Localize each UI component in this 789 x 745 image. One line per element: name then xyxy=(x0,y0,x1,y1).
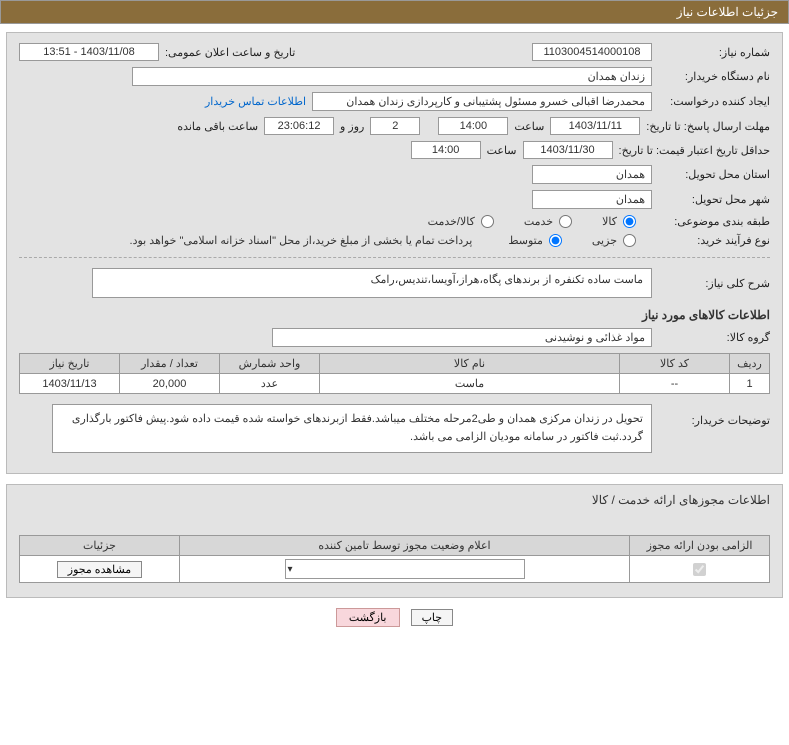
proc-partial-radio[interactable] xyxy=(623,234,636,247)
validity-time: 14:00 xyxy=(411,141,481,159)
cat-service-radio[interactable] xyxy=(559,215,572,228)
province-label: استان محل تحویل: xyxy=(652,168,770,181)
time-label-2: ساعت xyxy=(481,144,523,157)
separator-1 xyxy=(19,257,770,258)
view-permit-button[interactable]: مشاهده مجوز xyxy=(57,561,142,578)
deadline-label: مهلت ارسال پاسخ: تا تاریخ: xyxy=(640,120,770,133)
cat-both-radio[interactable] xyxy=(481,215,494,228)
announce-label: تاریخ و ساعت اعلان عمومی: xyxy=(159,46,301,59)
th-row: ردیف xyxy=(730,354,770,374)
buyer-notes-value: تحویل در زندان مرکزی همدان و طی2مرحله مخ… xyxy=(52,404,652,453)
td-code: -- xyxy=(620,374,730,394)
goods-section-title: اطلاعات کالاهای مورد نیاز xyxy=(19,308,770,322)
remain-word: ساعت باقی مانده xyxy=(171,120,264,133)
announce-value: 1403/11/08 - 13:51 xyxy=(19,43,159,61)
city-value: همدان xyxy=(532,190,652,209)
td-date: 1403/11/13 xyxy=(20,374,120,394)
need-desc-label: شرح کلی نیاز: xyxy=(652,277,770,290)
countdown: 23:06:12 xyxy=(264,117,334,135)
auth-status-select[interactable]: ▾ xyxy=(285,559,525,579)
print-button[interactable]: چاپ xyxy=(411,609,454,626)
proc-medium-radio[interactable] xyxy=(549,234,562,247)
auth-panel: اطلاعات مجوزهای ارائه خدمت / کالا الزامی… xyxy=(6,484,783,598)
buyer-notes-label: توضیحات خریدار: xyxy=(652,404,770,427)
page-title: جزئیات اطلاعات نیاز xyxy=(677,5,778,19)
proc-medium-text: متوسط xyxy=(508,234,543,247)
td-qty: 20,000 xyxy=(120,374,220,394)
auth-title: اطلاعات مجوزهای ارائه خدمت / کالا xyxy=(19,493,770,507)
chevron-down-icon: ▾ xyxy=(288,564,293,575)
validity-label: حداقل تاریخ اعتبار قیمت: تا تاریخ: xyxy=(613,144,770,157)
validity-date: 1403/11/30 xyxy=(523,141,613,159)
auth-th-status: اعلام وضعیت مجوز توسط تامین کننده xyxy=(180,536,630,556)
auth-row: ▾ مشاهده مجوز xyxy=(20,556,770,583)
auth-mandatory-checkbox xyxy=(693,563,706,576)
th-name: نام کالا xyxy=(320,354,620,374)
th-date: تاریخ نیاز xyxy=(20,354,120,374)
cat-both-text: کالا/خدمت xyxy=(428,215,475,228)
time-label-1: ساعت xyxy=(508,120,550,133)
proc-label: نوع فرآیند خرید: xyxy=(652,234,770,247)
goods-table: ردیف کد کالا نام کالا واحد شمارش تعداد /… xyxy=(19,353,770,394)
cat-label: طبقه بندی موضوعی: xyxy=(652,215,770,228)
proc-partial-text: جزیی xyxy=(592,234,617,247)
deadline-date: 1403/11/11 xyxy=(550,117,640,135)
group-value: مواد غذائی و نوشیدنی xyxy=(272,328,652,347)
cat-goods-text: کالا xyxy=(602,215,617,228)
td-name: ماست xyxy=(320,374,620,394)
proc-note: پرداخت تمام یا بخشی از مبلغ خرید،از محل … xyxy=(130,234,481,247)
page-header: جزئیات اطلاعات نیاز xyxy=(0,0,789,24)
th-qty: تعداد / مقدار xyxy=(120,354,220,374)
footer-buttons: چاپ بازگشت xyxy=(0,608,789,627)
cat-goods-radio[interactable] xyxy=(623,215,636,228)
days-word: روز و xyxy=(334,120,370,133)
buyer-contact-link[interactable]: اطلاعات تماس خریدار xyxy=(205,95,312,108)
need-no-value: 1103004514000108 xyxy=(532,43,652,61)
city-label: شهر محل تحویل: xyxy=(652,193,770,206)
th-unit: واحد شمارش xyxy=(220,354,320,374)
province-value: همدان xyxy=(532,165,652,184)
td-unit: عدد xyxy=(220,374,320,394)
group-label: گروه کالا: xyxy=(652,331,770,344)
days-remaining: 2 xyxy=(370,117,420,135)
requester-label: ایجاد کننده درخواست: xyxy=(652,95,770,108)
auth-table: الزامی بودن ارائه مجوز اعلام وضعیت مجوز … xyxy=(19,535,770,583)
table-row: 1 -- ماست عدد 20,000 1403/11/13 xyxy=(20,374,770,394)
th-code: کد کالا xyxy=(620,354,730,374)
need-desc-value: ماست ساده تکنفره از برندهای پگاه،هراز،آو… xyxy=(92,268,652,298)
td-row: 1 xyxy=(730,374,770,394)
back-button[interactable]: بازگشت xyxy=(336,608,400,627)
cat-service-text: خدمت xyxy=(524,215,553,228)
main-panel: شماره نیاز: 1103004514000108 تاریخ و ساع… xyxy=(6,32,783,474)
buyer-org-label: نام دستگاه خریدار: xyxy=(652,70,770,83)
deadline-time: 14:00 xyxy=(438,117,508,135)
auth-th-mandatory: الزامی بودن ارائه مجوز xyxy=(630,536,770,556)
auth-th-details: جزئیات xyxy=(20,536,180,556)
requester-value: محمدرضا اقبالی خسرو مسئول پشتیبانی و کار… xyxy=(312,92,652,111)
buyer-org-value: زندان همدان xyxy=(132,67,652,86)
need-no-label: شماره نیاز: xyxy=(652,46,770,59)
